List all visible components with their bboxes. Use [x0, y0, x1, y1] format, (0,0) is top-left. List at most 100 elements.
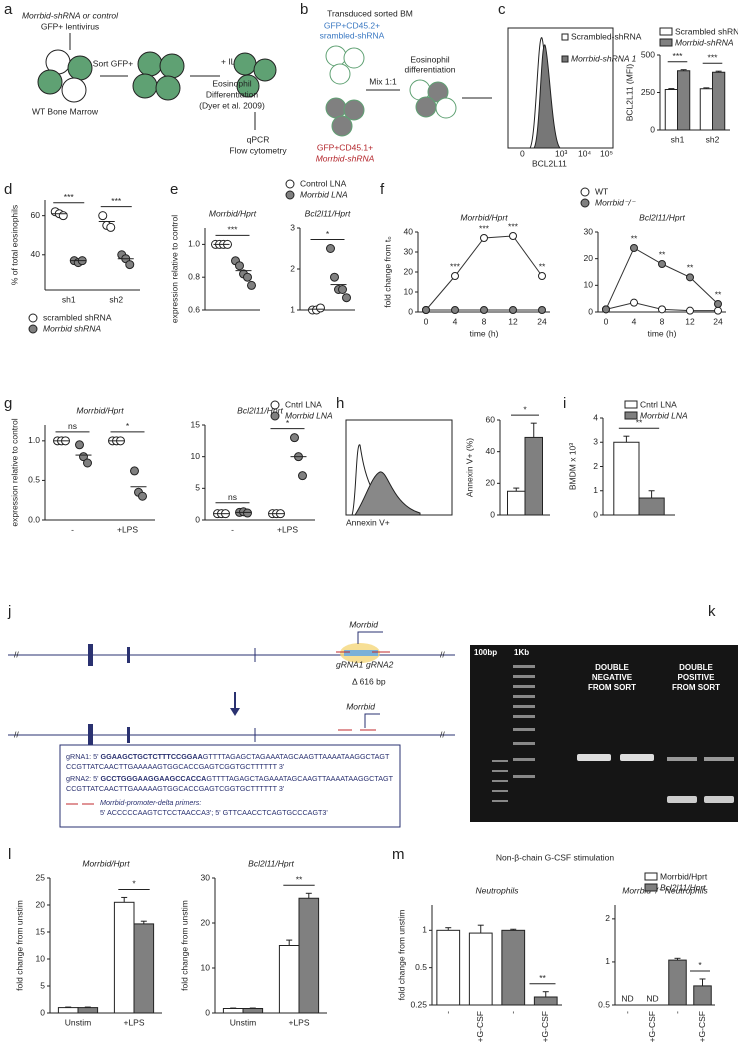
panel-labels: a b c d e f g h i j k l m	[4, 1, 716, 863]
x-tick-label: -	[231, 524, 234, 534]
bar	[501, 929, 526, 1006]
y-axis-label: fold change from unstim	[179, 900, 189, 991]
y-axis-label: expression relative to control	[9, 418, 19, 526]
label: Morrbid-shRNA or control	[22, 10, 119, 20]
group-label: DOUBLE	[679, 663, 713, 672]
panel-label: i	[563, 395, 566, 412]
y-tick-label: 0.6	[188, 304, 200, 314]
chart-title: Bcl2l11/Hprt	[237, 405, 283, 415]
seq-part: gRNA1: 5'	[66, 752, 99, 761]
bar	[693, 985, 712, 1006]
tss-arrow	[364, 713, 380, 728]
legend-swatch	[285, 190, 295, 200]
x-tick-label: +G-CSF	[647, 1011, 657, 1042]
sig-label: **	[631, 233, 638, 243]
y-tick-label: 1	[290, 304, 295, 314]
panel-label: h	[336, 395, 344, 412]
x-tick-label: 12	[685, 316, 695, 326]
cell	[159, 53, 185, 79]
arrow	[230, 708, 240, 716]
y-tick-label: 0	[40, 1007, 45, 1017]
y-tick-label: 10	[201, 962, 211, 972]
label: Morrbid-shRNA	[316, 153, 375, 163]
band	[704, 796, 734, 803]
x-tick-label: 0	[424, 316, 429, 326]
legend-label: Morrbid-shRNA	[675, 37, 734, 47]
point	[658, 305, 666, 314]
y-tick-label: 1	[422, 925, 427, 935]
y-tick-label: 250	[641, 87, 655, 97]
panel-label: b	[300, 1, 308, 18]
sig-label: *	[132, 879, 136, 889]
y-tick-label: 0.8	[188, 271, 200, 281]
x-tick-label: 24	[537, 316, 547, 326]
x-tick-label: -	[71, 524, 74, 534]
y-tick-label: 15	[36, 926, 46, 936]
legend-label: Control LNA	[300, 178, 347, 188]
axis-label: BCL2L11	[532, 158, 567, 168]
bar	[77, 1007, 99, 1014]
legend-swatch	[644, 872, 658, 881]
break: //	[440, 729, 445, 739]
bar	[638, 497, 665, 516]
group-label: DOUBLE	[595, 663, 629, 672]
bar	[699, 88, 713, 131]
x-tick-label: +G-CSF	[697, 1011, 707, 1042]
legend-swatch	[28, 324, 38, 334]
curve	[533, 44, 562, 149]
cell	[61, 77, 87, 103]
legend-swatch	[659, 27, 673, 36]
point	[714, 300, 722, 308]
sig-label: ***	[508, 221, 519, 231]
exon	[88, 644, 93, 666]
y-tick-label: 20	[404, 266, 414, 276]
grna: gRNA1	[336, 659, 364, 669]
y-tick-label: 40	[31, 249, 41, 259]
legend-label: Morrbid/Hprt	[660, 871, 708, 881]
y-tick-label: 20	[201, 917, 211, 927]
bar	[133, 923, 155, 1014]
legend-label: Morrbid LNA	[640, 410, 688, 420]
y-tick-label: 0	[205, 1007, 210, 1017]
sig-label: **	[636, 417, 643, 427]
x-tick-label: +LPS	[117, 524, 138, 534]
chart-title: Morrbid/Hprt	[76, 405, 124, 415]
label: GFP+ lentivirus	[41, 21, 99, 31]
y-tick-label: 0.5	[598, 999, 610, 1009]
panel-label: j	[7, 603, 11, 620]
legend-label: scrambled shRNA	[43, 312, 112, 322]
tick-label: 0	[520, 148, 525, 158]
bar	[242, 1008, 264, 1014]
legend-swatch	[580, 198, 590, 208]
exon	[127, 647, 130, 663]
bar	[712, 71, 726, 131]
x-tick-label: -	[443, 1011, 453, 1014]
legend-label: Morrbid LNA	[285, 410, 333, 420]
point	[326, 244, 335, 253]
point	[658, 260, 666, 268]
x-tick-label: Unstim	[65, 1017, 91, 1027]
legend-label: Cntrl LNA	[640, 399, 677, 409]
y-tick-label: 0	[588, 306, 593, 316]
sig-label: **	[659, 249, 666, 259]
sequence: CCGTTATCAACTTGAAAAAGTGGCACCGAGTCGGTGCTTT…	[66, 784, 285, 793]
sig-label: ns	[68, 421, 77, 431]
bar	[677, 70, 691, 131]
histogram-c: Scrambled-shRNA Morrbid-shRNA 1 0 10³ 10…	[507, 27, 642, 168]
group-label: NEGATIVE	[592, 673, 633, 682]
tick-label: 10⁴	[578, 148, 591, 158]
sig-label: *	[126, 421, 130, 431]
sig-label: ***	[64, 192, 75, 202]
x-tick-label: sh1	[671, 134, 685, 144]
band	[667, 757, 697, 761]
chart-title: Bcl2l11/Hprt	[248, 858, 294, 868]
y-tick-label: 0	[408, 306, 413, 316]
x-axis-label: time (h)	[470, 328, 499, 338]
bar	[57, 1007, 79, 1014]
point	[509, 306, 517, 314]
panel-label: g	[4, 395, 12, 412]
point	[686, 273, 694, 282]
label: srambled-shRNA	[320, 30, 385, 40]
break: //	[14, 729, 19, 739]
point	[509, 232, 517, 240]
